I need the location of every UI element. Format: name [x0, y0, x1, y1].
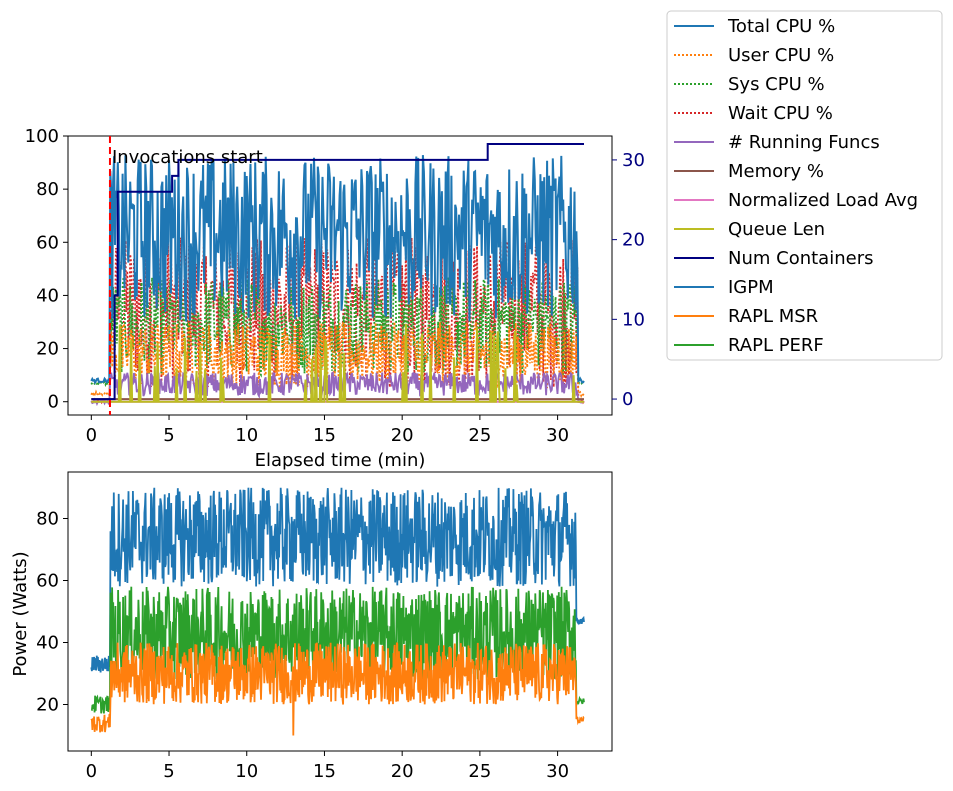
top-x-tick-label: 15	[313, 425, 336, 446]
top-plot-frame	[67, 135, 613, 416]
bottom-x-tick-label: 5	[163, 761, 174, 782]
legend-label-sys-cpu: Sys CPU %	[728, 74, 825, 95]
top-chart-panel: Invocations start 0 5 10 15 20 25 30 0 20 40 60 80…	[25, 126, 645, 471]
bottom-chart-panel: 0 5 10 15 20 25 30 20 40 60 80 Power (Watts)	[10, 471, 613, 782]
legend-label-total-cpu: Total CPU %	[727, 16, 835, 37]
legend-label-user-cpu: User CPU %	[728, 45, 834, 66]
top-y2-tick-label: 20	[622, 230, 645, 251]
top-y-tick-label: 80	[36, 179, 59, 200]
top-x-tick-label: 5	[163, 425, 174, 446]
series-line-running-funcs	[90, 370, 585, 407]
top-x-tick-label: 0	[86, 425, 97, 446]
top-y-tick-label: 100	[25, 126, 59, 147]
legend: Total CPU % User CPU % Sys CPU % Wait CPU %…	[666, 10, 943, 361]
bottom-x-tick-label: 25	[468, 761, 491, 782]
series-line-num-containers	[91, 143, 584, 401]
series-line-total-cpu	[90, 155, 585, 385]
legend-label-normalized-load-avg: Normalized Load Avg	[728, 190, 918, 211]
legend-label-rapl-msr: RAPL MSR	[728, 306, 818, 327]
top-x-axis-label: Elapsed time (min)	[255, 450, 426, 471]
legend-label-queue-len: Queue Len	[728, 219, 825, 240]
series-line-queue-len	[91, 323, 584, 403]
series-line-user-cpu	[90, 319, 585, 399]
bottom-y-tick-label: 20	[36, 695, 59, 716]
top-y2-tick-label: 30	[622, 150, 645, 171]
top-x-tick-label: 20	[391, 425, 414, 446]
legend-label-igpm: IGPM	[728, 277, 774, 298]
series-line-rapl-msr	[90, 642, 585, 736]
bottom-x-tick-label: 0	[86, 761, 97, 782]
bottom-x-tick-label: 10	[235, 761, 258, 782]
bottom-x-tick-label: 30	[546, 761, 569, 782]
top-y2-tick-label: 10	[622, 309, 645, 330]
top-y-tick-label: 20	[36, 339, 59, 360]
bottom-x-tick-label: 15	[313, 761, 336, 782]
bottom-x-tick-label: 20	[391, 761, 414, 782]
bottom-y-axis-label: Power (Watts)	[10, 551, 31, 676]
series-line-igpm	[90, 487, 585, 673]
top-x-tick-label: 30	[546, 425, 569, 446]
legend-frame	[666, 10, 943, 361]
top-x-tick-label: 10	[235, 425, 258, 446]
bottom-y-tick-label: 60	[36, 571, 59, 592]
bottom-y-tick-label: 80	[36, 509, 59, 530]
legend-label-num-containers: Num Containers	[728, 248, 873, 269]
bottom-plot-frame	[67, 471, 613, 752]
top-y-tick-label: 60	[36, 232, 59, 253]
legend-label-memory: Memory %	[728, 161, 824, 182]
top-y2-tick-label: 0	[622, 389, 633, 410]
legend-label-wait-cpu: Wait CPU %	[728, 103, 833, 124]
invocations-start-annotation: Invocations start	[112, 147, 263, 168]
legend-label-rapl-perf: RAPL PERF	[728, 335, 824, 356]
series-line-wait-cpu	[90, 237, 585, 406]
top-y-tick-label: 40	[36, 285, 59, 306]
top-y-tick-label: 0	[48, 392, 59, 413]
top-x-tick-label: 25	[468, 425, 491, 446]
legend-label-running-funcs: # Running Funcs	[728, 132, 880, 153]
bottom-y-tick-label: 40	[36, 633, 59, 654]
